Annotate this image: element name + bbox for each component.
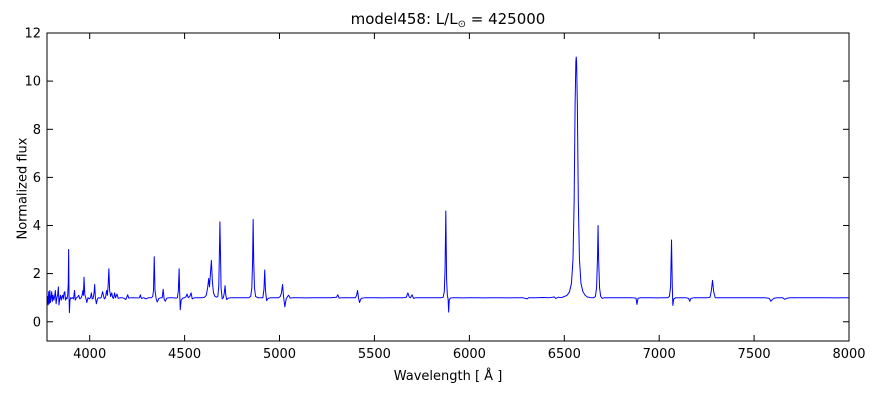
x-axis-label: Wavelength [ Å ] xyxy=(393,369,503,384)
x-tick-label: 8000 xyxy=(832,347,865,362)
y-tick-label: 4 xyxy=(33,219,41,234)
y-tick-label: 0 xyxy=(33,315,41,330)
y-axis-label: Normalized flux xyxy=(15,137,31,240)
x-tick-label: 5000 xyxy=(263,347,296,362)
x-tick-label: 6500 xyxy=(548,347,581,362)
y-tick-label: 2 xyxy=(33,267,41,282)
x-tick-label: 7500 xyxy=(738,347,771,362)
y-tick-label: 8 xyxy=(33,123,41,138)
y-tick-label: 6 xyxy=(33,171,41,186)
x-tick-label: 4500 xyxy=(168,347,201,362)
plot-frame xyxy=(46,32,850,342)
chart-title-suffix: = 425000 xyxy=(465,10,546,28)
chart-title: model458: L/L⊙ = 425000 xyxy=(47,10,849,30)
x-tick-label: 7000 xyxy=(643,347,676,362)
y-tick-label: 10 xyxy=(24,75,41,90)
x-tick-label: 5500 xyxy=(358,347,391,362)
spectrum-line xyxy=(46,56,849,314)
x-tick-label: 6000 xyxy=(453,347,486,362)
x-tick-label: 4000 xyxy=(73,347,106,362)
solar-symbol: ⊙ xyxy=(457,19,466,30)
chart-title-prefix: model458: L/L xyxy=(350,10,458,28)
y-tick-label: 12 xyxy=(24,27,41,42)
